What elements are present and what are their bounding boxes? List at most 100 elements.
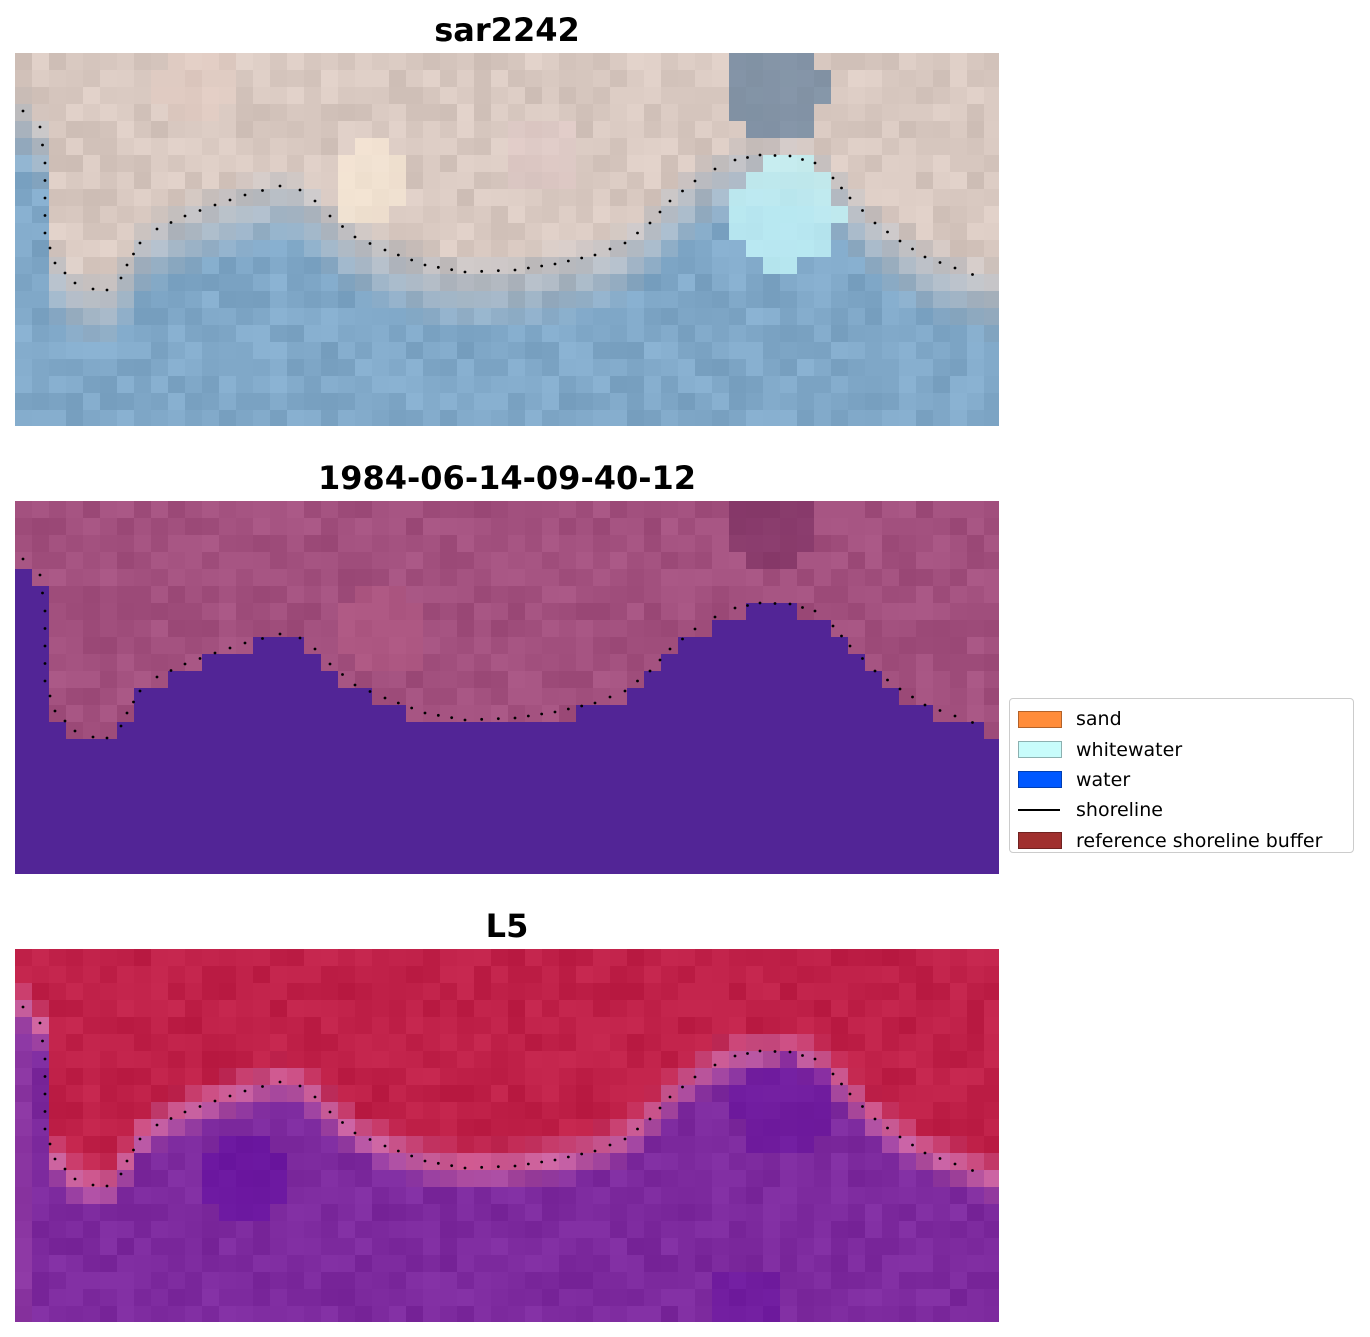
pixel <box>168 501 186 519</box>
pixel <box>882 138 900 156</box>
pixel <box>100 1017 118 1035</box>
pixel <box>219 342 237 360</box>
shoreline-point <box>788 154 792 158</box>
pixel <box>848 1238 866 1256</box>
pixel <box>83 138 101 156</box>
pixel <box>457 1017 475 1035</box>
pixel <box>933 308 951 326</box>
pixel <box>219 518 237 536</box>
pixel <box>253 1119 271 1137</box>
pixel <box>610 155 628 173</box>
shoreline-point <box>540 1160 544 1164</box>
pixel <box>423 535 441 553</box>
pixel <box>508 206 526 224</box>
pixel <box>712 206 730 224</box>
pixel <box>712 1034 730 1052</box>
pixel <box>15 53 33 71</box>
pixel <box>83 1085 101 1103</box>
pixel <box>542 1017 560 1035</box>
pixel <box>338 688 356 706</box>
pixel <box>661 858 679 874</box>
pixel <box>117 1119 135 1137</box>
pixel <box>848 535 866 553</box>
pixel <box>83 155 101 173</box>
shoreline-point <box>353 1131 357 1135</box>
shoreline-point <box>261 637 264 640</box>
pixel <box>185 393 203 411</box>
pixel <box>916 722 934 740</box>
pixel <box>83 1068 101 1086</box>
pixel <box>576 70 594 88</box>
pixel <box>712 172 730 190</box>
pixel <box>627 518 645 536</box>
pixel <box>83 1306 101 1322</box>
pixel <box>202 223 220 241</box>
pixel <box>202 966 220 984</box>
pixel <box>899 620 917 638</box>
shoreline-point <box>73 729 77 733</box>
pixel <box>542 1102 560 1120</box>
pixel <box>389 274 407 292</box>
pixel <box>253 1204 271 1222</box>
pixel <box>814 535 832 553</box>
pixel <box>253 518 271 536</box>
pixel <box>814 172 832 190</box>
pixel <box>406 569 424 587</box>
pixel <box>678 858 696 874</box>
pixel <box>185 637 203 655</box>
pixel <box>151 206 169 224</box>
pixel <box>355 620 373 638</box>
pixel <box>763 342 781 360</box>
pixel <box>576 603 594 621</box>
pixel <box>746 1221 764 1239</box>
pixel <box>491 87 509 105</box>
pixel <box>525 1306 543 1322</box>
water-swatch <box>1018 771 1062 789</box>
pixel <box>253 1034 271 1052</box>
pixel <box>661 1051 679 1069</box>
pixel <box>848 739 866 757</box>
pixel <box>474 966 492 984</box>
pixel <box>355 53 373 71</box>
pixel <box>355 70 373 88</box>
pixel <box>49 949 67 967</box>
pixel <box>287 1034 305 1052</box>
pixel <box>695 1306 713 1322</box>
pixel <box>763 603 781 621</box>
pixel <box>865 274 883 292</box>
pixel <box>287 308 305 326</box>
pixel <box>814 1034 832 1052</box>
pixel <box>406 1068 424 1086</box>
shoreline-point <box>138 241 142 245</box>
pixel <box>627 121 645 139</box>
pixel <box>559 1102 577 1120</box>
pixel <box>219 138 237 156</box>
pixel <box>933 858 951 874</box>
pixel <box>831 223 849 241</box>
pixel <box>219 1153 237 1171</box>
pixel <box>729 1238 747 1256</box>
pixel <box>440 138 458 156</box>
pixel <box>831 1187 849 1205</box>
pixel <box>831 790 849 808</box>
pixel <box>202 552 220 570</box>
pixel <box>729 983 747 1001</box>
pixel <box>559 518 577 536</box>
pixel <box>321 1051 339 1069</box>
pixel <box>49 223 67 241</box>
pixel <box>882 756 900 774</box>
pixel <box>627 620 645 638</box>
shoreline-point <box>923 703 927 707</box>
pixel <box>372 966 390 984</box>
pixel <box>338 121 356 139</box>
pixel <box>440 620 458 638</box>
pixel <box>253 552 271 570</box>
pixel <box>525 637 543 655</box>
pixel <box>83 240 101 258</box>
pixel <box>831 620 849 638</box>
pixel <box>678 1085 696 1103</box>
pixel <box>559 189 577 207</box>
pixel <box>355 291 373 309</box>
pixel <box>236 966 254 984</box>
pixel <box>984 773 999 791</box>
